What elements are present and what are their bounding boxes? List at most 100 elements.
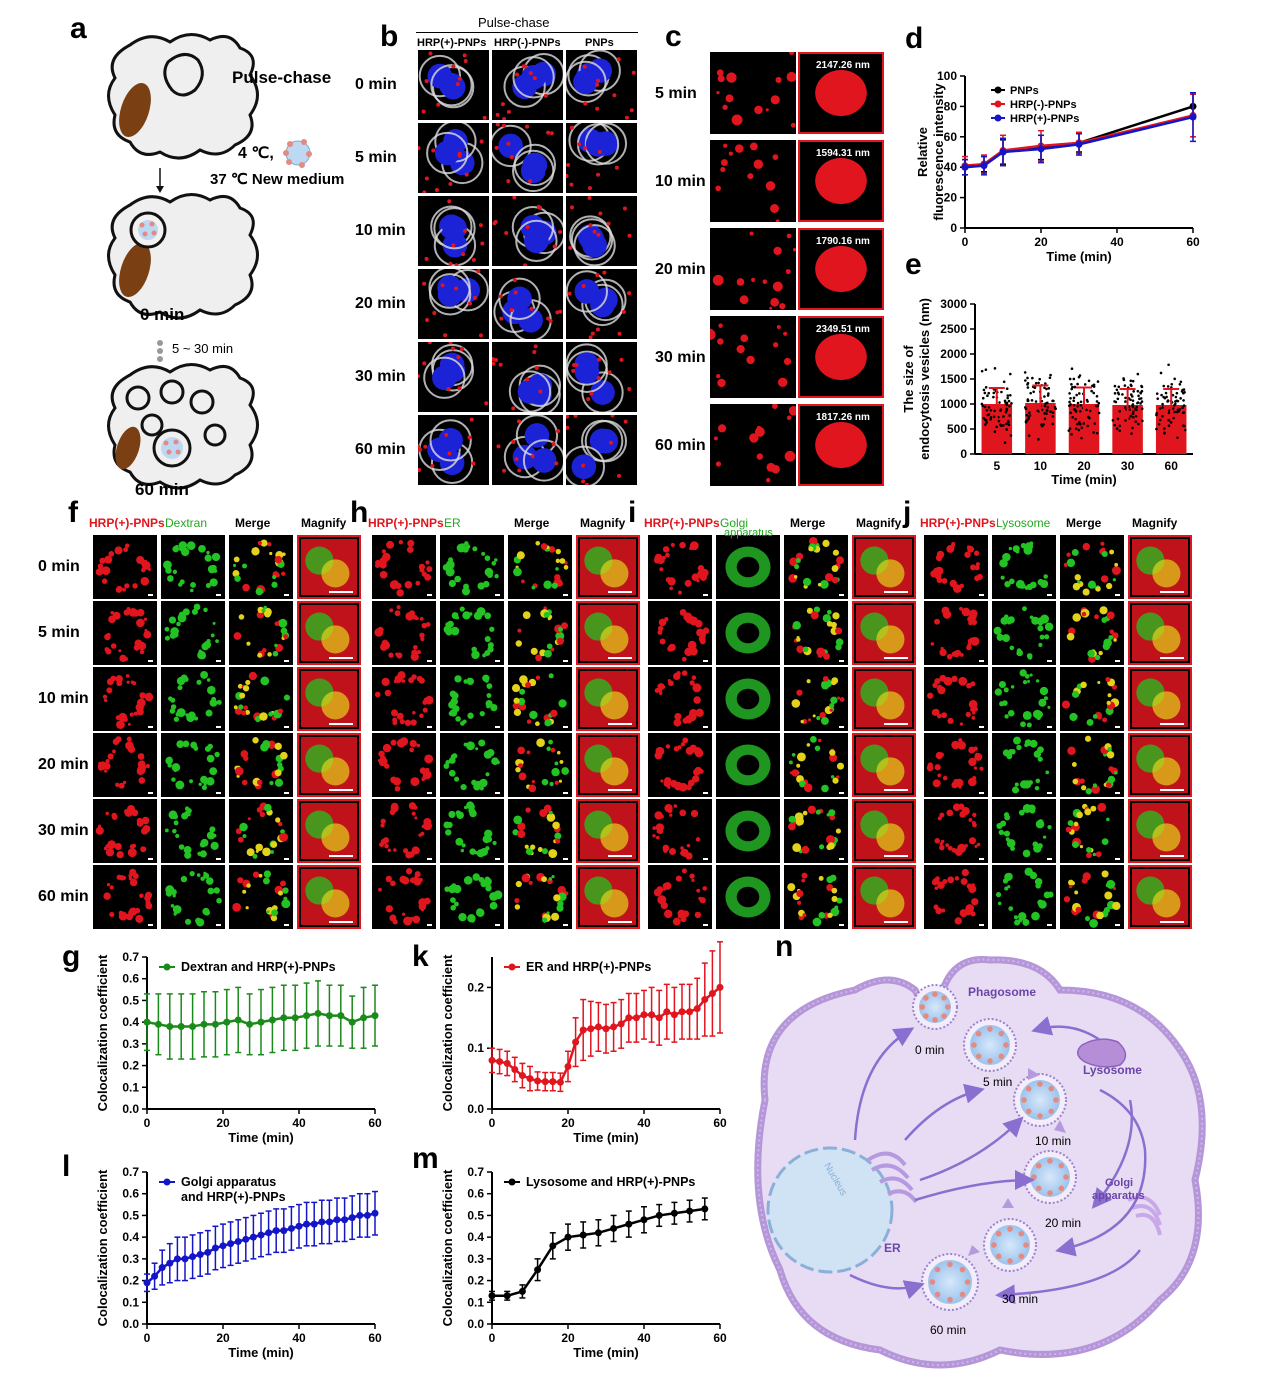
surface-dot [1003,1042,1009,1048]
vesicle-point [989,408,993,412]
j-micrograph [992,733,1056,797]
data-point [223,1018,231,1026]
vesicle-point [1092,391,1096,395]
f-micrograph [229,601,293,665]
surface-dot [1037,1113,1043,1119]
data-point [287,1224,295,1232]
vesicle-point [999,423,1002,426]
j-micrograph [924,733,988,797]
vesicle-point [1132,415,1135,419]
vesicle-point [1182,411,1186,414]
vesicle-point [984,418,988,422]
vesicle-point [1071,415,1074,419]
x-axis-label: Time (min) [573,1130,639,1145]
vesicle-point [1131,412,1135,416]
label-n-0min: 0 min [915,1043,945,1057]
vesicle-point [1132,410,1135,413]
y-tick-label: 500 [947,422,967,436]
vesicle-point [1006,419,1010,423]
vesicle-point [1123,384,1127,387]
data-point [151,1272,159,1280]
vesicle-point [987,413,991,416]
y-tick-label: 0.0 [122,1317,139,1331]
y-tick-label: 0.0 [122,1102,139,1116]
y-axis-label: Colocalization coefficient [95,954,110,1111]
surface-dot [1053,1097,1059,1103]
f-row-label: 20 min [38,756,89,773]
data-point [541,1078,549,1086]
vesicle-point [1047,392,1050,395]
vesicle-point [1046,401,1049,405]
vesicle-point [998,401,1001,404]
surface-dot [945,1004,951,1010]
data-point [632,1014,640,1022]
data-point [318,1218,326,1226]
vesicle-point [999,409,1002,412]
i-micrograph [648,799,712,863]
vesicle-point [1027,415,1031,418]
j-micrograph [924,865,988,929]
panel-i-letter: i [628,496,637,529]
vesicle-point [1043,395,1046,398]
vesicle-point [1068,400,1071,404]
data-point [549,1242,557,1250]
c-zoom-box [798,316,884,398]
legend-marker [508,1178,516,1186]
vesicle-point [1139,391,1143,395]
vesicle-point [1118,424,1122,428]
y-axis-label-2: fluorescence intensity [931,83,946,221]
vesicle-point [1079,404,1083,407]
i-micrograph [784,667,848,731]
i-micrograph [716,799,780,863]
surface-dot [991,1242,997,1248]
vesicle-point [1161,414,1164,418]
vesicle-point [1132,390,1135,393]
f-micrograph [93,865,157,929]
y-tick-label: 0.3 [122,1037,139,1051]
x-axis-label: Time (min) [573,1345,639,1360]
pulse-chase-title: Pulse-chase [232,68,332,87]
data-point [189,1022,197,1030]
x-tick-label: 60 [1186,235,1200,249]
y-tick-label: 0.6 [122,1187,139,1201]
j-micrograph [992,799,1056,863]
vesicle-point [993,409,997,413]
b-row-label: 60 min [355,441,406,458]
vesicle-point [1117,385,1121,389]
c-row-label: 20 min [655,261,706,278]
legend-marker [994,86,1002,94]
i-micrograph [852,601,916,665]
b-micrograph [418,415,489,485]
panel-g-letter: g [62,940,81,973]
data-point [1037,145,1045,153]
vesicle-point [1087,379,1091,383]
c-magnified [798,228,884,310]
surface-dot [1021,1097,1027,1103]
vesicle-point [1070,383,1073,386]
vesicle-point [1171,393,1175,397]
vesicle-point [1073,385,1077,389]
data-point [503,1059,511,1067]
header-f-3: Magnify [301,516,347,530]
vesicle-point [1086,424,1090,428]
vesicle-point [1053,405,1057,409]
header-h-3: Magnify [580,516,626,530]
y-tick-label: 20 [944,191,958,205]
vesicle-point [1129,379,1133,383]
h-micrograph [576,667,640,731]
j-micrograph [924,667,988,731]
f-micrograph [161,799,225,863]
header-h-0: HRP(+)-PNPs [368,516,444,530]
vesicle-point [1161,402,1164,406]
data-point [337,1012,345,1020]
f-micrograph [297,733,361,797]
vesicle-point [1137,422,1140,426]
data-point [640,1216,648,1224]
b-micrograph [566,342,637,412]
surface-dot [1018,1230,1025,1237]
vesicle-point [1026,383,1029,386]
x-tick-label: 20 [561,1116,575,1130]
header-h-1: ER [444,516,461,530]
vesicle-point [1004,410,1008,414]
surface-dot [932,1017,938,1023]
